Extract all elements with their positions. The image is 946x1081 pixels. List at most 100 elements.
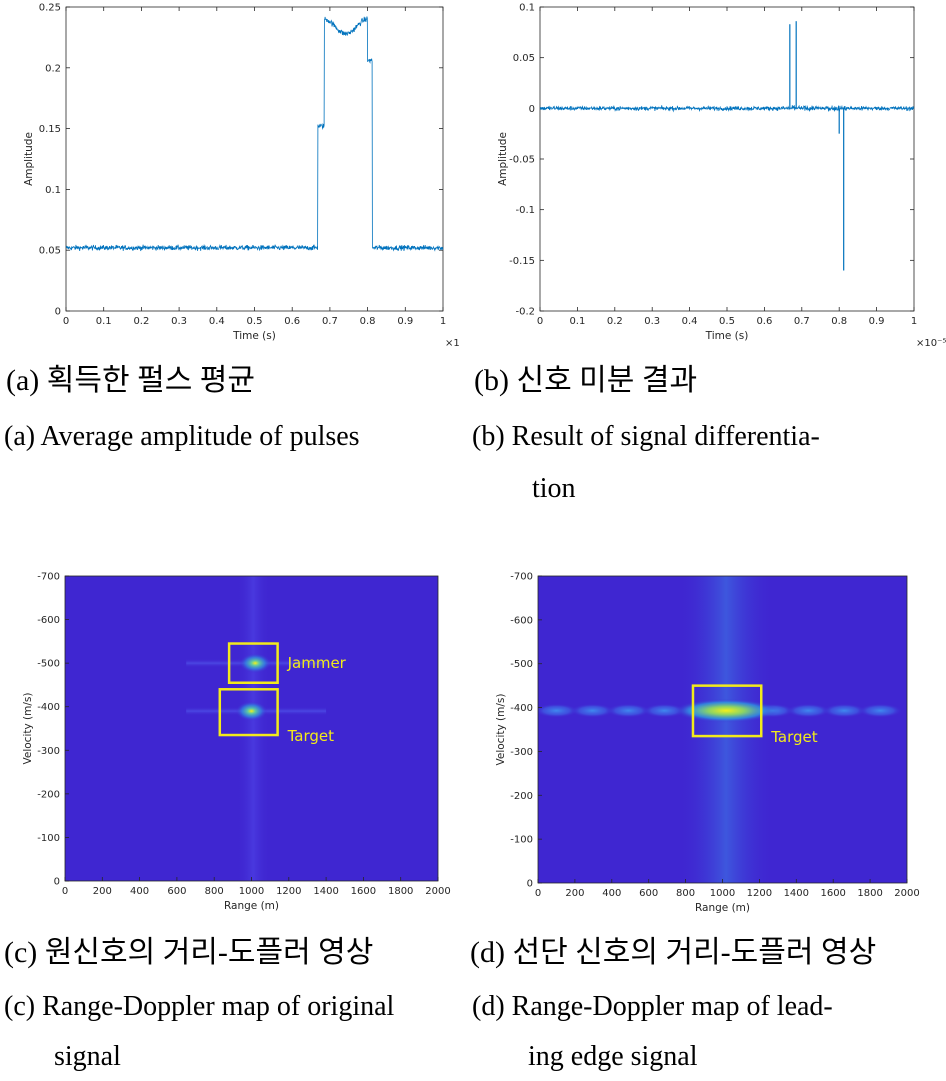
sidelobe (642, 703, 687, 718)
caption-a-english: (a) Average amplitude of pulses (4, 421, 360, 452)
x-tick-label: 1800 (857, 888, 882, 899)
plot-background (540, 7, 914, 311)
caption-c-korean: (c) 원신호의 거리-도플러 영상 (4, 936, 374, 969)
y-tick-label: -500 (510, 659, 533, 670)
x-tick-label: 2000 (425, 886, 450, 897)
series-line-average-amplitude (65, 16, 444, 252)
chart-c: Jammer Target 0 200 400 600 800 1000 1200 1400 160… (0, 560, 468, 928)
x-tick-label: 0.4 (682, 316, 698, 327)
y-tick-label: -100 (37, 833, 60, 844)
x-tick-label: 1400 (313, 886, 338, 897)
x-axis-label: Time (s) (232, 330, 276, 342)
x-tick-label: 600 (167, 886, 186, 897)
annotation-box-target (218, 688, 279, 737)
annotation-label-jammer: Jammer (287, 654, 347, 672)
y-tick-label: -200 (37, 789, 60, 800)
x-tick-label: 1000 (239, 886, 264, 897)
x-tick-label: 0.2 (133, 316, 149, 327)
x-tick-label: 1800 (388, 886, 413, 897)
y-tick-label: -400 (510, 703, 533, 714)
x-tick-label: 1400 (784, 888, 809, 899)
y-tick-label: 0.25 (39, 3, 61, 14)
chart-d: Target 0 200 400 600 800 1000 1200 1400 1600 1800 2… (478, 560, 946, 928)
x-tick-label: 0.1 (96, 316, 112, 327)
x-tick-label: 600 (639, 888, 658, 899)
x-tick-label: 0.5 (247, 316, 263, 327)
sidelobe (606, 703, 651, 718)
y-tick-label: -200 (510, 791, 533, 802)
x-tick-label: 2000 (894, 888, 919, 899)
peak-jammer (239, 653, 272, 674)
y-tick-label: 0.05 (513, 53, 535, 64)
peak-target (674, 698, 779, 723)
y-tick-label: 0.2 (45, 63, 61, 74)
x-tick-label: 0.7 (322, 316, 338, 327)
plot-frame (537, 575, 908, 884)
y-tick-label: -300 (37, 746, 60, 757)
chart-a-svg: 0 0.1 0.2 0.3 0.4 0.5 0.6 0.7 0.8 0.9 1 0 0.05 0.1 0.1… (23, 3, 460, 350)
y-tick-label: 0.05 (39, 246, 61, 257)
chart-a: 0 0.1 0.2 0.3 0.4 0.5 0.6 0.7 0.8 0.9 1 0 0.05 0.1 0.1… (0, 0, 460, 355)
x-tick-label: 1600 (820, 888, 845, 899)
y-tick-label: 0.1 (45, 185, 61, 196)
sidelobe (786, 703, 831, 718)
x-tick-label: 1000 (710, 888, 735, 899)
annotation-label-target: Target (287, 727, 335, 745)
caption-b-english-line1: (b) Result of signal differentia- (472, 421, 820, 452)
x-tick-label: 0 (62, 886, 68, 897)
x-tick-label: 400 (130, 886, 149, 897)
caption-b-english-line2: tion (532, 473, 576, 504)
x-tick-label: 0.8 (360, 316, 376, 327)
x-exponent-label: ×10⁻⁵ (916, 338, 946, 349)
x-tick-label: 1200 (747, 888, 772, 899)
y-tick-label: -700 (37, 572, 60, 583)
y-tick-label: 0 (54, 877, 60, 888)
y-axis-label: Velocity (m/s) (22, 693, 34, 765)
y-tick-label: 0 (527, 879, 533, 890)
chart-c-svg: Jammer Target 0 200 400 600 800 1000 1200 1400 160… (22, 572, 451, 913)
x-tick-label: 0.6 (756, 316, 772, 327)
y-axis-label: Amplitude (497, 132, 509, 186)
x-tick-label: 800 (676, 888, 695, 899)
sidelobe (822, 703, 867, 718)
y-tick-label: 0 (55, 307, 61, 318)
caption-a-korean: (a) 획득한 펄스 평균 (6, 364, 255, 397)
y-tick-label: -400 (37, 702, 60, 713)
x-tick-label: 1200 (276, 886, 301, 897)
sidelobe (570, 703, 615, 718)
chart-d-svg: Target 0 200 400 600 800 1000 1200 1400 1600 1800 2… (495, 572, 920, 915)
x-tick-label: 0.3 (171, 316, 187, 327)
x-tick-label: 1600 (351, 886, 376, 897)
x-tick-label: 200 (93, 886, 112, 897)
x-tick-label: 1 (911, 316, 917, 327)
x-tick-label: 0 (63, 316, 69, 327)
y-tick-label: -600 (37, 615, 60, 626)
y-tick-label: -0.2 (515, 307, 535, 318)
x-tick-label: 0.7 (794, 316, 810, 327)
x-tick-label: 0.3 (644, 316, 660, 327)
x-tick-label: 0.9 (869, 316, 885, 327)
y-axis-label: Velocity (m/s) (495, 694, 507, 766)
x-exponent-label: ×10⁻⁵ (445, 338, 460, 349)
heatmap-layer (186, 576, 327, 881)
plot-frame (65, 6, 444, 312)
x-tick-label: 0.5 (719, 316, 735, 327)
plot-frame (64, 575, 439, 882)
caption-d-english-line1: (d) Range-Doppler map of lead- (472, 991, 833, 1022)
sidelobe (858, 703, 903, 718)
x-axis-label: Range (m) (224, 900, 279, 912)
y-tick-label: -600 (510, 615, 533, 626)
y-tick-label: 0.1 (519, 3, 535, 14)
chart-b-svg: 0 0.1 0.2 0.3 0.4 0.5 0.6 0.7 0.8 0.9 1 -0.2 -0.15 -0… (497, 3, 946, 350)
caption-c-english-line2: signal (54, 1041, 121, 1072)
x-tick-label: 0.1 (569, 316, 585, 327)
chart-b: 0 0.1 0.2 0.3 0.4 0.5 0.6 0.7 0.8 0.9 1 -0.2 -0.15 -0… (478, 0, 946, 355)
x-tick-label: 0 (535, 888, 541, 899)
caption-d-english-line2: ing edge signal (528, 1041, 698, 1072)
y-tick-label: 0 (529, 104, 535, 115)
y-tick-label: 0.15 (39, 124, 61, 135)
annotation-label-target: Target (770, 728, 818, 746)
caption-b-korean: (b) 신호 미분 결과 (474, 364, 698, 397)
annotation-box-target (691, 684, 763, 738)
x-tick-label: 1 (440, 316, 446, 327)
